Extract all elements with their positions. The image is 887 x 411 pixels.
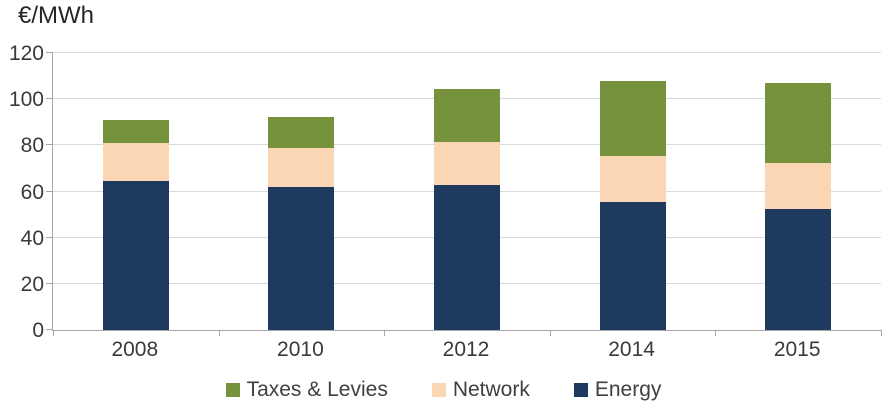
x-axis-tick-label: 2012 <box>442 338 490 361</box>
legend-item-energy: Energy <box>573 378 662 402</box>
y-axis-tick <box>46 98 53 99</box>
y-axis-tick-label: 60 <box>20 181 44 204</box>
chart-title: €/MWh <box>18 2 95 29</box>
y-axis-tick-label: 100 <box>8 88 44 111</box>
y-axis-tick <box>46 191 53 192</box>
y-axis-tick-label: 40 <box>20 227 44 250</box>
y-axis-tick <box>46 144 53 145</box>
legend-swatch-icon <box>431 383 446 397</box>
x-axis-tick-label: 2010 <box>277 338 324 361</box>
x-axis-tick-label: 2015 <box>773 338 821 361</box>
bar-segment-energy <box>268 186 334 330</box>
x-axis-tick <box>53 330 54 336</box>
x-axis-tick-label: 2014 <box>608 338 655 361</box>
bar-segment-taxes-levies <box>765 83 831 163</box>
x-axis-tick <box>384 330 385 336</box>
bar-segment-network <box>600 156 666 202</box>
bar-segment-network <box>765 163 831 209</box>
x-axis-tick-label: 2008 <box>111 338 159 361</box>
y-axis-tick <box>46 237 53 238</box>
y-axis-tick-label: 80 <box>20 134 44 157</box>
y-axis-tick-label: 0 <box>32 319 44 342</box>
x-axis-tick <box>881 330 882 336</box>
bar-segment-energy <box>103 180 169 330</box>
gridline <box>53 52 881 53</box>
bar-segment-network <box>103 143 169 181</box>
legend-label: Energy <box>594 378 662 401</box>
x-axis-tick <box>219 330 220 336</box>
y-axis-tick-label: 20 <box>20 273 44 296</box>
bar-segment-network <box>434 142 500 185</box>
legend-label: Taxes & Levies <box>246 378 388 401</box>
legend-item-taxes-levies: Taxes & Levies <box>225 378 388 402</box>
legend-label: Network <box>452 378 530 401</box>
bar-segment-network <box>268 148 334 187</box>
legend-item-network: Network <box>431 378 530 402</box>
bar-segment-energy <box>434 184 500 330</box>
x-axis-tick <box>715 330 716 336</box>
bar-segment-energy <box>600 201 666 330</box>
bar-segment-taxes-levies <box>434 89 500 142</box>
legend-swatch-icon <box>573 383 588 397</box>
bar-segment-energy <box>765 208 831 330</box>
y-axis-tick <box>46 329 53 330</box>
bar-segment-taxes-levies <box>268 117 334 148</box>
y-axis-tick <box>46 52 53 53</box>
bar-segment-taxes-levies <box>103 120 169 143</box>
y-axis-tick-label: 120 <box>8 42 44 65</box>
plot-area <box>46 52 882 336</box>
x-axis-tick <box>550 330 551 336</box>
legend-swatch-icon <box>225 383 240 397</box>
y-axis-tick <box>46 283 53 284</box>
legend: Taxes & Levies Network Energy <box>0 378 887 402</box>
bar-segment-taxes-levies <box>600 81 666 156</box>
